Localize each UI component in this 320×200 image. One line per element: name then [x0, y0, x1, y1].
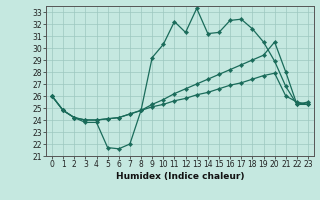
X-axis label: Humidex (Indice chaleur): Humidex (Indice chaleur)	[116, 172, 244, 181]
